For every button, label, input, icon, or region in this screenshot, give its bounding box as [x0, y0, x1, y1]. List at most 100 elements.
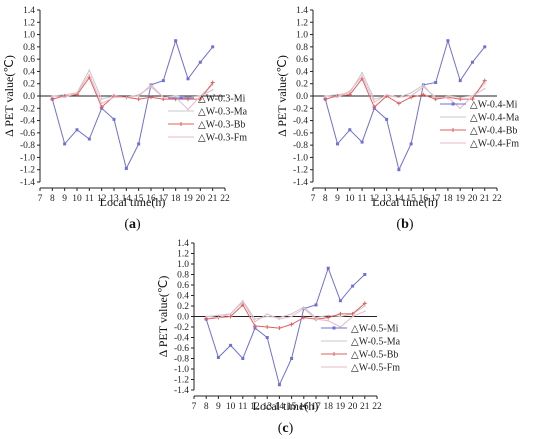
y-tick-label: 0.6: [177, 281, 189, 291]
series-line-4: [325, 75, 485, 109]
data-point: [471, 95, 474, 97]
y-axis-title: Δ PET value(℃): [156, 276, 170, 358]
data-point: [266, 313, 269, 315]
data-point: [303, 306, 305, 308]
data-point: [112, 117, 116, 121]
legend-marker: [179, 96, 183, 100]
data-point: [373, 98, 376, 100]
x-tick-label: 15: [287, 402, 297, 412]
legend-label: △W-0.4-Fm: [470, 139, 519, 150]
y-tick-label: -0.4: [293, 117, 308, 127]
series-line-3: [325, 77, 486, 108]
data-point: [265, 325, 270, 329]
legend-label: △W-0.5-Bb: [351, 350, 398, 361]
chart-panel-a: 1.4 1.2 1.0 0.8 0.6 0.4 0.2 0.0 -0.2 -0.4 -0.6 -0.8…: [2, 6, 248, 232]
x-tick-label: 19: [336, 402, 346, 412]
data-point: [137, 95, 140, 97]
data-point: [253, 326, 257, 330]
y-tick-label: -0.2: [174, 323, 189, 333]
data-point: [278, 316, 281, 319]
y-tick-label: -1.4: [20, 178, 35, 188]
y-tick-label: -0.2: [293, 104, 308, 114]
data-point: [241, 357, 245, 360]
y-tick-label: 1.2: [296, 18, 308, 28]
x-tick-label: 12: [97, 194, 107, 204]
data-point: [397, 168, 401, 172]
data-point: [422, 84, 425, 86]
x-tick-label: 13: [109, 194, 119, 204]
y-tick-label: 0.6: [296, 55, 308, 65]
data-point: [99, 105, 104, 110]
x-tick-label: 11: [85, 194, 94, 204]
data-point: [446, 39, 450, 43]
x-tick-label: 21: [208, 194, 218, 204]
x-tick-label: 15: [406, 194, 416, 204]
legend-marker: [332, 326, 336, 330]
data-point: [410, 95, 412, 97]
x-tick-label: 22: [492, 194, 502, 204]
y-tick-label: 1.2: [23, 18, 35, 28]
legend: △W-0.5-Mi △W-0.5-Ma △W-0.5-Bb △W-0.5-Fm: [321, 324, 401, 374]
y-tick-label: 0.8: [296, 43, 308, 53]
y-axis-title: Δ PET value(℃): [2, 55, 16, 137]
data-point: [100, 102, 103, 105]
x-tick-label: 13: [382, 194, 392, 204]
data-point: [198, 97, 203, 102]
x-tick-label: 16: [146, 194, 156, 204]
data-point: [324, 95, 327, 97]
legend-label: △W-0.3-Fm: [198, 133, 247, 144]
data-point: [204, 317, 209, 322]
data-point: [265, 336, 269, 339]
data-point: [470, 97, 475, 102]
y-tick-label: 0.2: [296, 80, 308, 90]
x-tick-label: 16: [299, 402, 309, 412]
data-point: [186, 77, 190, 81]
x-tick-label: 14: [122, 194, 132, 204]
y-tick-label: 0.2: [23, 80, 35, 90]
y-tick-label: -0.6: [174, 344, 189, 354]
data-point: [187, 108, 189, 111]
legend: △W-0.3-Mi △W-0.3-Ma △W-0.3-Bb △W-0.3-Fm: [168, 94, 248, 144]
x-tick-label: 18: [171, 194, 181, 204]
data-point: [290, 313, 293, 315]
data-point: [470, 60, 474, 64]
data-point: [174, 39, 178, 43]
data-point: [364, 305, 366, 307]
data-point: [326, 315, 331, 320]
x-tick-label: 21: [360, 402, 370, 412]
data-point: [323, 97, 328, 102]
y-tick-label: -1.0: [174, 365, 189, 375]
data-point: [211, 84, 214, 86]
y-tick-label: 1.0: [296, 31, 308, 41]
series-line-1: [51, 39, 214, 170]
data-point: [349, 90, 351, 92]
x-axis-title: Local time(h): [372, 195, 438, 209]
x-tick-label: 11: [357, 194, 366, 204]
x-tick-label: 7: [192, 402, 197, 412]
legend-label: △W-0.4-Bb: [470, 126, 517, 137]
legend-label: △W-0.4-Ma: [470, 113, 520, 124]
data-point: [290, 357, 294, 360]
x-tick-label: 7: [311, 194, 316, 204]
x-tick-label: 17: [431, 194, 441, 204]
legend: △W-0.4-Mi △W-0.4-Ma △W-0.4-Bb △W-0.4-Fm: [440, 100, 520, 150]
y-tick-label: 1.4: [23, 6, 35, 16]
legend-label: △W-0.5-Mi: [351, 324, 399, 335]
data-point: [338, 299, 342, 303]
data-point: [76, 92, 78, 94]
x-tick-label: 22: [372, 402, 382, 412]
data-point: [458, 97, 463, 102]
series-line-4: [206, 300, 365, 328]
data-point: [482, 78, 487, 83]
data-point: [124, 166, 128, 170]
y-tick-label: -1.2: [20, 166, 35, 176]
data-point: [113, 96, 115, 99]
y-tick-label: 1.4: [177, 239, 189, 249]
y-tick-label: 1.4: [296, 6, 308, 16]
x-tick-label: 8: [50, 194, 55, 204]
chart-panel-c: 1.41.21.00.80.60.40.20.0-0.2-0.4-0.6-0.8…: [156, 239, 401, 436]
data-point: [351, 284, 355, 288]
data-point: [88, 73, 91, 76]
data-point: [229, 313, 232, 315]
legend-label: △W-0.4-Mi: [470, 100, 518, 111]
